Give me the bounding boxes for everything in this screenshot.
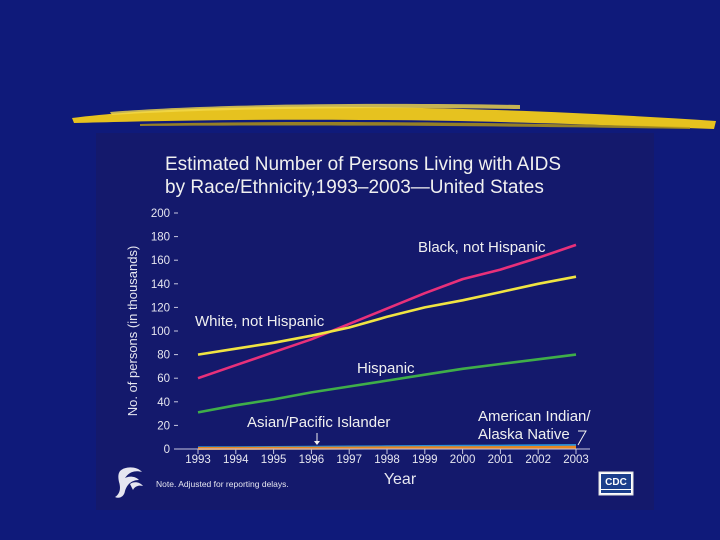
series-line-american-indian-alaska-native [197,445,577,450]
y-tick-label: 160 [151,255,170,267]
x-tick-label: 2003 [563,454,589,466]
label-asian-pacific-islander: Asian/Pacific Islander [247,414,390,431]
label-american-indian-line1: American Indian/ [478,408,591,425]
cdc-logo-text: CDC [605,477,627,488]
x-tick-label: 2000 [450,454,476,466]
y-axis-label: No. of persons (in thousands) [125,246,140,417]
label-white-not-hispanic: White, not Hispanic [195,313,325,330]
brush-stroke-main [72,106,716,129]
x-tick-label: 1993 [185,454,211,466]
x-tick-label: 1995 [261,454,287,466]
y-tick-label: 120 [151,302,170,314]
hhs-eagle-logo-icon [115,467,143,498]
y-tick-label: 60 [157,373,170,385]
brush-stroke-streak [110,103,520,115]
y-tick-label: 20 [157,420,170,432]
y-tick-label: 140 [151,279,170,291]
chart-title-line1: Estimated Number of Persons Living with … [165,154,561,175]
y-tick-label: 200 [151,208,170,220]
x-tick-label: 2002 [525,454,551,466]
series-lines [197,243,577,450]
y-tick-label: 40 [157,397,170,409]
cdc-logo: CDC [598,471,634,496]
asian-label-arrowhead [314,441,320,445]
series-line-white-not-hispanic [197,275,577,356]
x-axis-ticks: 1993 1994 1995 1996 1997 1998 1999 2000 2001 2002… [185,449,589,466]
y-tick-label: 100 [151,326,170,338]
brush-stroke-shadow [140,122,690,129]
brush-stroke-divider [72,103,716,129]
amind-label-pointer [577,430,587,446]
footnote: Note. Adjusted for reporting delays. [156,479,289,489]
series-line-hispanic [197,353,577,414]
label-hispanic: Hispanic [357,360,415,377]
label-black-not-hispanic: Black, not Hispanic [418,239,546,256]
x-tick-label: 1999 [412,454,438,466]
x-tick-label: 1994 [223,454,249,466]
label-american-indian-line2: Alaska Native [478,426,570,443]
x-tick-label: 1996 [299,454,325,466]
chart-title-line2: by Race/Ethnicity,1993–2003—United State… [165,177,544,198]
series-line-black-not-hispanic [197,243,577,380]
x-axis-label: Year [384,471,417,488]
y-tick-label: 0 [164,444,170,456]
y-tick-label: 180 [151,232,170,244]
x-tick-label: 1998 [374,454,400,466]
y-tick-label: 80 [157,350,170,362]
x-tick-label: 1997 [336,454,362,466]
x-tick-label: 2001 [488,454,514,466]
y-axis-ticks: 0 20 40 60 80 100 120 140 160 180 200 [151,208,178,456]
